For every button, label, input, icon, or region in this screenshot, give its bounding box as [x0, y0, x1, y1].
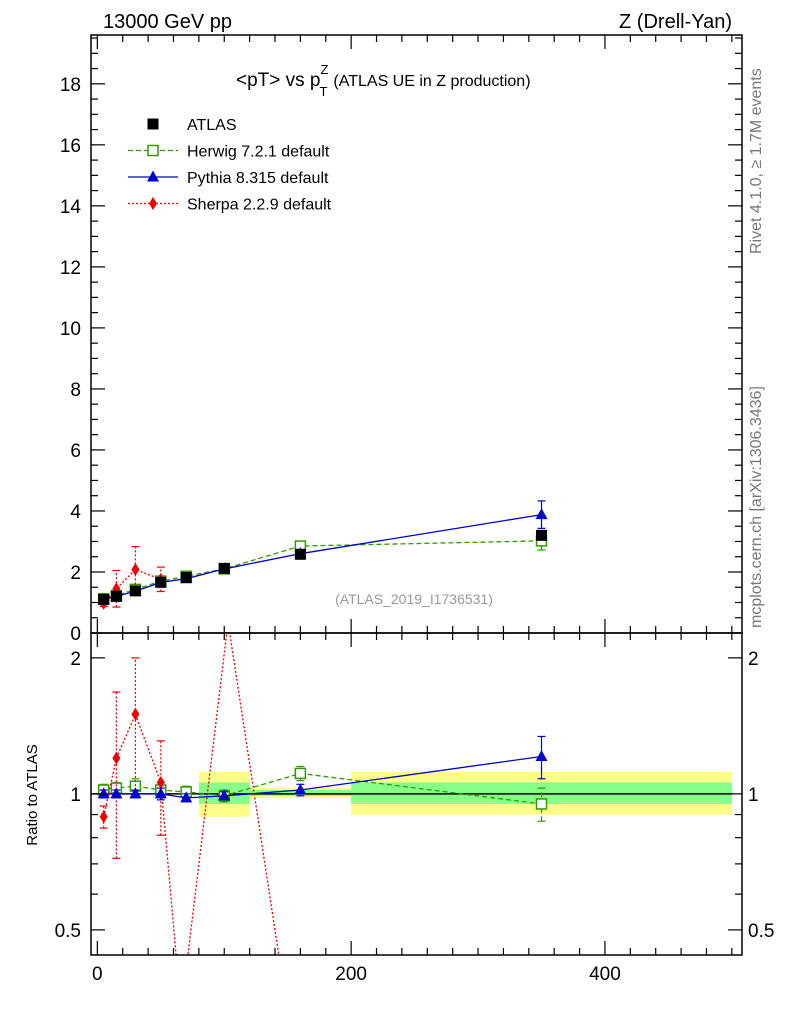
ratio-point-pythia — [154, 787, 167, 799]
ratio-point-sherpa — [112, 751, 121, 765]
legend: ATLAS Herwig 7.2.1 default Pythia 8.315 de… — [128, 117, 332, 214]
ratio-point-pythia — [180, 791, 193, 803]
ratio-point-sherpa — [131, 707, 140, 721]
x-tick-label: 0 — [92, 964, 103, 985]
x-tick-label: 400 — [589, 964, 621, 985]
legend-label-pythia: Pythia 8.315 default — [187, 170, 329, 187]
main-point-sherpa — [131, 563, 140, 577]
rivet-version-label: Rivet 4.1.0, ≥ 1.7M events — [748, 68, 765, 254]
main-y-tick-label: 8 — [70, 380, 81, 401]
legend-marker-pythia — [147, 170, 159, 182]
main-point-atlas — [180, 571, 192, 583]
main-point-atlas — [129, 585, 141, 597]
ratio-point-sherpa — [99, 810, 108, 824]
main-line-pythia — [103, 513, 542, 601]
ratio-point-pythia — [129, 787, 142, 799]
mcplots-label: mcplots.cern.ch [arXiv:1306.3436] — [748, 386, 765, 628]
main-y-tick-label: 14 — [60, 197, 82, 218]
ratio-y-tick-label-left: 2 — [70, 649, 81, 670]
header-process: Z (Drell-Yan) — [619, 11, 732, 33]
x-tick-label: 200 — [335, 964, 367, 985]
ratio-point-herwig — [294, 767, 307, 780]
main-title-rest: (ATLAS UE in Z production) — [333, 73, 530, 90]
ratio-panel-series — [97, 633, 548, 955]
axis-ticks — [91, 35, 742, 955]
legend-label-atlas: ATLAS — [187, 117, 237, 134]
header-energy: 13000 GeV pp — [103, 11, 232, 33]
main-title-superscript: Z — [321, 62, 329, 77]
ratio-line-sherpa — [103, 633, 280, 955]
main-y-tick-label: 10 — [60, 319, 81, 340]
main-y-tick-label: 16 — [60, 136, 81, 157]
ratio-y-tick-label-left: 0.5 — [55, 921, 81, 942]
ratio-point-pythia — [535, 749, 548, 761]
main-point-atlas — [294, 548, 306, 560]
legend-label-herwig: Herwig 7.2.1 default — [187, 144, 330, 161]
main-point-atlas — [155, 576, 167, 588]
ratio-point-pythia — [294, 783, 307, 795]
main-y-tick-label: 4 — [70, 502, 81, 523]
ratio-y-axis-label: Ratio to ATLAS — [24, 744, 41, 845]
main-point-atlas — [98, 593, 110, 605]
main-title-text: <pT> vs p — [236, 70, 321, 91]
legend-label-sherpa: Sherpa 2.2.9 default — [187, 197, 332, 214]
main-point-atlas — [110, 590, 122, 602]
main-point-atlas — [218, 562, 230, 574]
main-y-tick-label: 18 — [60, 75, 81, 96]
main-title-subscript: T — [319, 84, 327, 99]
legend-marker-sherpa — [149, 197, 157, 210]
ratio-point-pythia — [97, 787, 110, 799]
main-y-tick-label: 6 — [70, 441, 81, 462]
ratio-point-herwig — [535, 798, 548, 810]
ratio-y-tick-label-right: 1 — [748, 785, 759, 806]
analysis-reference: (ATLAS_2019_I1736531) — [335, 591, 493, 607]
ratio-y-tick-label-left: 1 — [70, 785, 81, 806]
main-y-tick-label: 2 — [70, 563, 81, 584]
legend-marker-atlas — [147, 118, 159, 130]
main-y-tick-label: 0 — [70, 624, 81, 645]
ratio-point-pythia — [110, 787, 123, 799]
ratio-point-pythia — [218, 789, 231, 801]
ratio-y-tick-label-right: 0.5 — [748, 921, 774, 942]
ratio-y-tick-label-right: 2 — [748, 649, 759, 670]
ratio-point-sherpa — [156, 775, 165, 789]
main-point-pythia — [535, 508, 548, 520]
main-panel-series — [97, 500, 548, 610]
main-title: <pT> vs pZ T (ATLAS UE in Z production) — [236, 62, 531, 99]
legend-marker-herwig — [147, 144, 159, 157]
main-point-atlas — [535, 529, 547, 541]
main-y-tick-label: 12 — [60, 258, 81, 279]
main-line-sherpa — [103, 568, 162, 604]
